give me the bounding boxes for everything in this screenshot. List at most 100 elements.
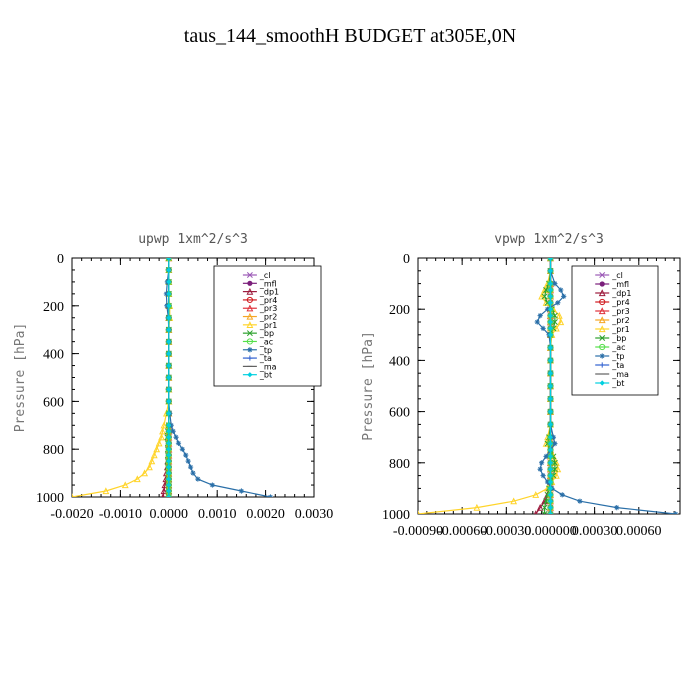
data-point-bp	[541, 504, 548, 511]
data-point-bt	[166, 452, 172, 458]
data-point-bt	[547, 434, 554, 440]
data-point-bt	[166, 428, 172, 434]
chart-panel-upwp: upwp 1xm^2/s^3 Pressure [hPa] -0.0020 -0.00…	[13, 232, 333, 522]
data-point-tp	[544, 479, 551, 485]
data-point-bt	[166, 434, 172, 440]
data-point-tp	[190, 470, 196, 476]
x-tick-label: 0.00060	[616, 524, 662, 539]
data-point-tp	[550, 434, 557, 440]
x-tick-label: -0.00060	[437, 524, 487, 539]
data-point-pr1	[141, 469, 149, 477]
legend-marker	[246, 321, 254, 328]
data-point-bt	[547, 319, 554, 325]
data-point-tp	[555, 300, 561, 306]
data-point-tp	[539, 460, 545, 466]
data-point-pr1	[102, 487, 110, 495]
y-tick-label: 600	[43, 395, 64, 410]
x-tick-label: 0.0030	[295, 507, 334, 522]
data-point-bt	[166, 464, 172, 470]
y-tick-label: 1000	[36, 491, 64, 506]
legend-marker	[247, 355, 253, 361]
data-point-bt	[547, 357, 554, 363]
data-point-bt	[547, 485, 554, 491]
data-point-bp	[551, 312, 558, 319]
y-tick-label: 800	[43, 443, 64, 458]
y-axis-label: Pressure [hPa]	[361, 331, 376, 441]
legend-label: _bp	[259, 329, 274, 338]
data-point-bt	[547, 383, 554, 389]
data-point-bp	[543, 498, 550, 505]
y-tick-label: 200	[43, 300, 64, 315]
data-point-tp	[195, 476, 201, 482]
legend-label: _pr4	[611, 298, 629, 307]
legend-marker	[599, 298, 606, 306]
data-point-bt	[547, 268, 554, 274]
data-point-bt	[547, 505, 554, 511]
data-point-bt	[166, 458, 172, 464]
data-point-pr1	[153, 445, 161, 453]
data-point-bt	[547, 313, 554, 319]
data-point-bt	[547, 409, 554, 415]
legend-marker	[599, 281, 605, 287]
data-point-pr1	[148, 457, 156, 465]
data-point-bt	[547, 281, 554, 287]
legend-label: _tp	[259, 346, 272, 355]
data-point-pr1	[155, 439, 163, 447]
x-tick-label: -0.00030	[481, 524, 531, 539]
data-point-bp	[551, 466, 558, 473]
legend-marker	[598, 316, 606, 324]
legend-label: _ta	[259, 354, 272, 363]
legend-label: _ta	[611, 361, 624, 370]
data-point-tp	[537, 313, 543, 319]
data-point-bt	[547, 466, 554, 472]
y-tick-label: 0	[403, 252, 410, 267]
data-point-tp	[672, 511, 679, 514]
data-point-bt	[166, 398, 172, 404]
data-point-bt	[547, 473, 554, 479]
x-tick-label: 0.0020	[246, 507, 285, 522]
series-line-pr1	[418, 258, 562, 514]
data-point-pr1	[552, 471, 560, 479]
data-point-tp	[173, 434, 179, 440]
data-point-tp	[552, 441, 558, 447]
data-point-tp	[183, 452, 189, 458]
data-point-pr1	[158, 433, 165, 441]
data-point-pr1	[133, 475, 141, 483]
data-point-tp	[559, 492, 565, 498]
data-point-pr1	[473, 503, 481, 511]
data-point-bt	[166, 482, 172, 488]
data-point-tp	[577, 498, 583, 504]
data-point-bt	[166, 374, 172, 381]
data-point-bt	[547, 287, 554, 293]
legend-label: _mfl	[611, 280, 629, 289]
data-point-bt	[547, 293, 554, 299]
legend-label: _ma	[611, 370, 629, 379]
y-tick-label: 400	[389, 354, 410, 369]
x-tick-label: -0.0010	[99, 507, 142, 522]
data-point-bt	[166, 291, 172, 297]
legend-marker	[598, 307, 606, 315]
data-point-bt	[547, 345, 554, 351]
legend-label: _ma	[259, 362, 277, 371]
data-point-tp	[558, 287, 564, 293]
legend-marker	[246, 272, 253, 278]
y-tick-label: 200	[389, 303, 410, 318]
data-point-pr1	[554, 465, 562, 473]
series-group	[72, 258, 274, 497]
data-point-bt	[166, 446, 172, 452]
legend-label: _pr2	[259, 313, 277, 322]
y-tick-label: 1000	[382, 508, 410, 523]
data-point-dp1	[160, 487, 168, 495]
data-point-bt	[547, 498, 554, 504]
legend-marker	[246, 312, 254, 320]
data-point-bt	[166, 440, 172, 446]
data-point-tp	[537, 466, 543, 472]
legend-label: _ac	[611, 343, 625, 352]
y-tick-label: 400	[43, 348, 64, 363]
data-point-bt	[166, 327, 172, 333]
data-point-tp	[534, 319, 540, 325]
series-group	[418, 258, 679, 514]
data-point-bt	[166, 476, 172, 482]
legend: _cl_mfl_dp1_pr4_pr3_pr2_pr1_bp_ac_tp_ta_…	[213, 265, 322, 387]
